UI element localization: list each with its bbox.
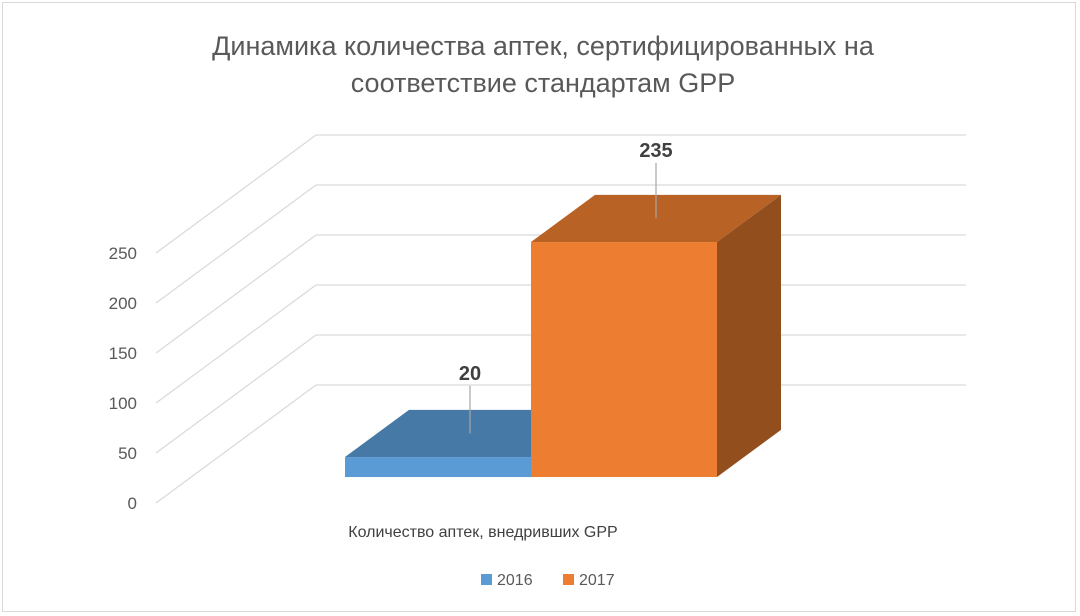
y-tick-label: 0 [128, 494, 137, 513]
y-tick-label: 250 [109, 244, 137, 263]
gridline-side [155, 234, 317, 354]
bar-side-face [717, 194, 781, 478]
data-labels: 20 235 [459, 140, 673, 434]
legend: 2016 2017 [481, 572, 615, 589]
legend-label-2016: 2016 [497, 572, 533, 589]
legend-label-2017: 2017 [579, 572, 615, 589]
gridline-side [155, 184, 317, 304]
y-tick-label: 200 [109, 294, 137, 313]
gridline-side [155, 284, 317, 404]
gridline-side [155, 334, 317, 454]
legend-swatch-2017 [563, 574, 574, 585]
chart-title-line-2: соответствие стандартам GPP [351, 68, 736, 98]
legend-swatch-2016 [481, 574, 492, 585]
y-tick-label: 100 [109, 394, 137, 413]
y-tick-label: 50 [118, 444, 137, 463]
bar-front-face [345, 457, 531, 478]
gridline-side [155, 384, 317, 504]
y-axis-ticks: 0 50 100 150 200 250 [109, 244, 137, 513]
chart-svg: Динамика количества аптек, сертифицирова… [109, 31, 966, 589]
bar-front-face [531, 242, 717, 478]
category-label: Количество аптек, внедривших GPP [348, 524, 617, 541]
y-tick-label: 150 [109, 344, 137, 363]
data-label-2016: 20 [459, 363, 481, 385]
bar-2017 [531, 194, 781, 478]
bars [345, 194, 781, 478]
chart-title-line-1: Динамика количества аптек, сертифицирова… [212, 31, 875, 61]
data-label-2017: 235 [639, 140, 672, 162]
gridline-side [155, 134, 317, 254]
